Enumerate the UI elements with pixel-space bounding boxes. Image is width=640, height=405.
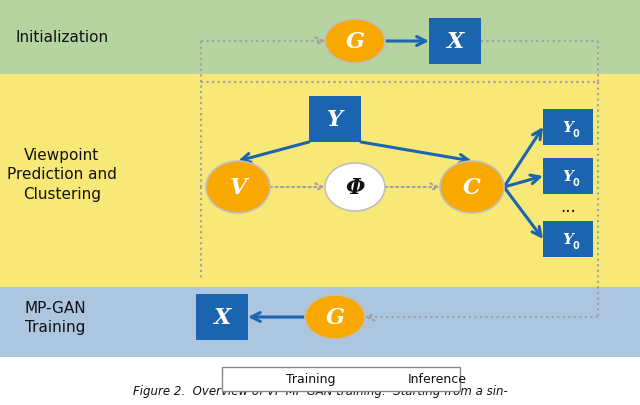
Text: C: C xyxy=(463,177,481,198)
Ellipse shape xyxy=(325,164,385,211)
Text: X: X xyxy=(213,306,230,328)
Bar xyxy=(0,0,640,75)
Ellipse shape xyxy=(206,162,270,213)
Bar xyxy=(222,367,460,391)
Ellipse shape xyxy=(440,162,504,213)
Text: V: V xyxy=(229,177,246,198)
Ellipse shape xyxy=(325,20,385,64)
Text: Y: Y xyxy=(327,109,343,131)
Text: 0: 0 xyxy=(573,129,579,139)
Text: Viewpoint
Prediction and
Clustering: Viewpoint Prediction and Clustering xyxy=(7,147,117,202)
Text: Initialization: Initialization xyxy=(15,30,109,45)
Bar xyxy=(196,294,248,340)
Text: G: G xyxy=(346,31,365,53)
Bar xyxy=(543,110,593,146)
Text: G: G xyxy=(326,306,344,328)
Bar xyxy=(0,75,640,287)
Text: 0: 0 xyxy=(573,177,579,188)
Text: Y: Y xyxy=(563,170,573,183)
Text: X: X xyxy=(446,31,463,53)
Text: Training: Training xyxy=(286,373,335,386)
Text: MP-GAN
Training: MP-GAN Training xyxy=(24,300,86,335)
Text: Φ: Φ xyxy=(346,177,365,198)
Text: Y: Y xyxy=(563,121,573,135)
Ellipse shape xyxy=(305,295,365,339)
Text: Inference: Inference xyxy=(408,373,467,386)
Bar xyxy=(309,97,361,143)
Bar xyxy=(543,159,593,194)
Text: 0: 0 xyxy=(573,241,579,250)
Text: ···: ··· xyxy=(560,202,576,220)
Bar xyxy=(429,19,481,65)
Text: Y: Y xyxy=(563,232,573,246)
Bar xyxy=(0,287,640,357)
Text: Figure 2.  Overview of VP-MP-GAN training.  Starting from a sin-: Figure 2. Overview of VP-MP-GAN training… xyxy=(132,385,508,398)
Bar xyxy=(543,222,593,257)
